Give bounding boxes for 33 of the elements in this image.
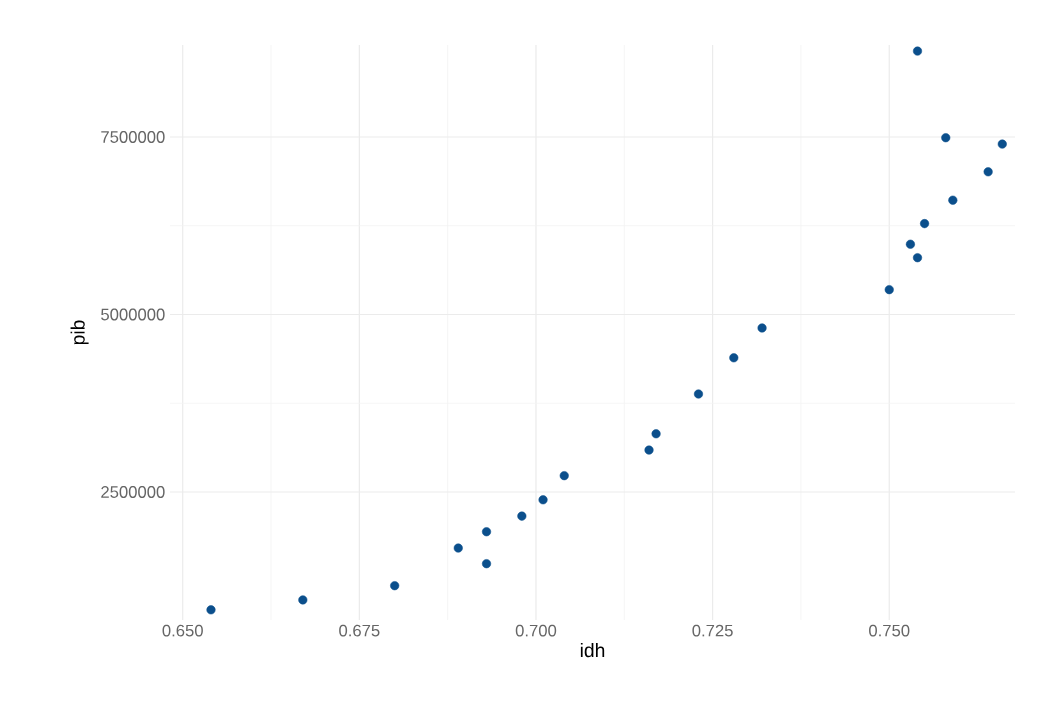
point	[559, 471, 569, 481]
x-tick-label: 0.725	[692, 624, 733, 637]
point	[693, 389, 704, 399]
point	[206, 605, 216, 615]
point	[884, 285, 894, 295]
point	[644, 445, 654, 455]
point	[757, 323, 767, 333]
point	[538, 495, 548, 505]
x-tick-label: 0.650	[162, 624, 203, 637]
point	[298, 595, 308, 605]
point	[390, 581, 400, 591]
point	[948, 195, 958, 205]
y-tick-label: 5000000	[101, 308, 165, 321]
point	[983, 167, 993, 177]
point	[651, 429, 661, 439]
y-tick-label: 2500000	[101, 486, 165, 498]
point	[905, 239, 915, 249]
x-axis-title: idh	[580, 642, 605, 658]
y-tick-label: 7500000	[101, 131, 165, 143]
x-tick-label: 0.700	[515, 624, 557, 637]
x-tick-label: 0.750	[869, 624, 910, 637]
point	[481, 527, 492, 537]
x-tick-label: 0.675	[339, 624, 380, 637]
point	[729, 353, 739, 363]
point	[912, 46, 923, 56]
point	[920, 219, 930, 229]
point	[941, 133, 951, 143]
y-axis-title: pib	[70, 320, 89, 345]
point	[997, 139, 1007, 149]
point	[517, 511, 527, 521]
point	[912, 253, 923, 263]
point	[481, 559, 492, 569]
point	[453, 543, 463, 553]
